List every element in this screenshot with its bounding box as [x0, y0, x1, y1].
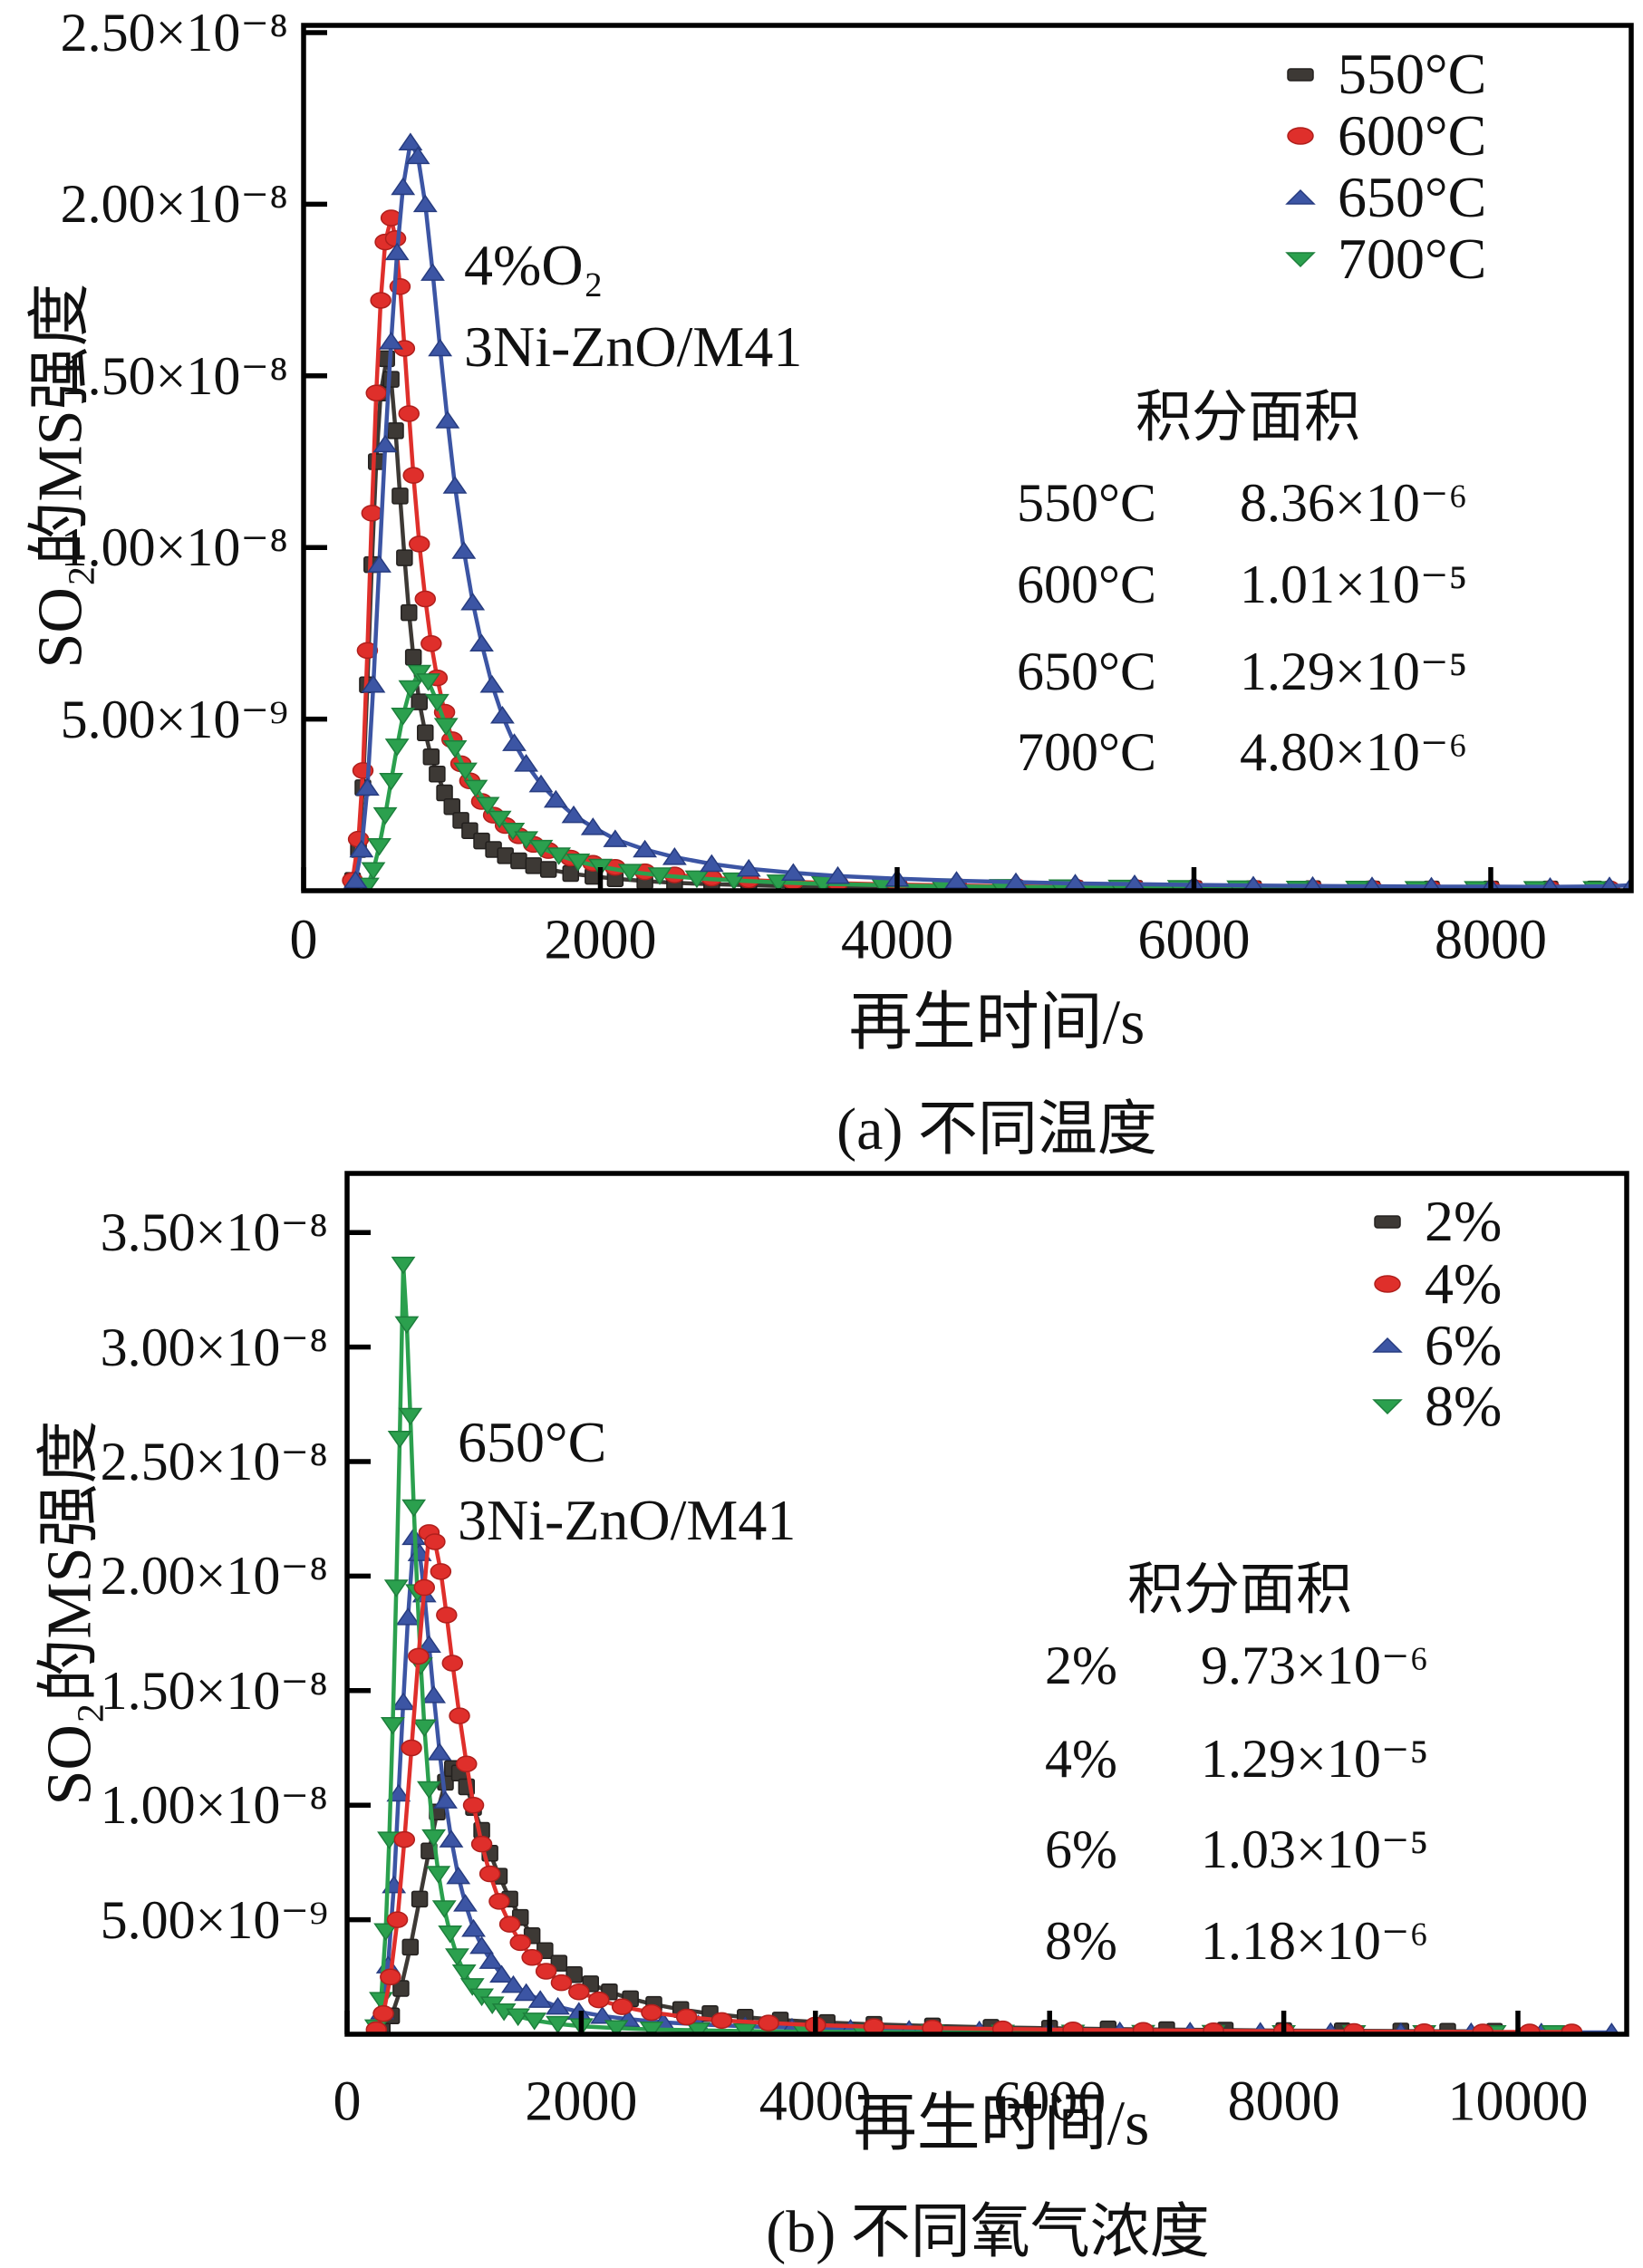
legend-item-600°C: 600°C — [1280, 102, 1486, 169]
chart-a-canvas — [301, 23, 1634, 893]
x-tick-label: 0 — [289, 909, 318, 971]
integral-table-row-label: 8% — [1045, 1911, 1117, 1971]
y-tick-label: 5.00×10⁻⁹ — [60, 689, 288, 749]
x-tick-label: 6000 — [1137, 909, 1251, 971]
chart-a-y-axis-title: SO₂的MS强度 — [25, 283, 96, 669]
y-tick-label: 3.00×10⁻⁸ — [100, 1317, 328, 1377]
x-tick-label: 4000 — [841, 909, 953, 971]
integral-table-row-value: 1.01×10⁻⁵ — [1240, 555, 1468, 614]
chart-b-series-area — [363, 1256, 1620, 2034]
chart-b-x-axis-title: 再生时间/s — [853, 2089, 1150, 2159]
integral-table-row-label: 4% — [1045, 1729, 1117, 1789]
integral-table-row: 8% 1.18×10⁻⁶ — [1045, 1909, 1428, 1973]
legend-item-2%: 2% — [1367, 1188, 1502, 1255]
x-tick-label: 0 — [333, 2070, 362, 2133]
chart-b-caption: (b) 不同氧气浓度 — [766, 2199, 1210, 2265]
legend-item-550°C: 550°C — [1280, 41, 1486, 108]
chart-a-integral-table-title: 积分面积 — [1135, 387, 1361, 449]
integral-table-row: 6% 1.03×10⁻⁵ — [1045, 1818, 1428, 1881]
y-tick-label: 1.00×10⁻⁸ — [60, 517, 288, 578]
integral-table-row-label: 700°C — [1017, 722, 1157, 782]
plot-frame — [301, 23, 1634, 893]
x-tick-label: 8000 — [1435, 909, 1547, 971]
integral-table-row-label: 650°C — [1017, 642, 1157, 701]
legend-label: 650°C — [1338, 165, 1487, 229]
integral-table-row-label: 2% — [1045, 1636, 1117, 1695]
legend-item-4%: 4% — [1367, 1250, 1502, 1317]
chart-a: SO₂的MS强度 4%O₂ 3Ni-ZnO/M41 积分面积 550°C 8.36… — [25, 3, 1634, 1163]
integral-table-row: 550°C 8.36×10⁻⁶ — [1017, 471, 1467, 535]
triangle-up-marker-icon — [1285, 188, 1316, 205]
x-tick-label: 2000 — [525, 2070, 638, 2133]
integral-table-row: 650°C 1.29×10⁻⁵ — [1017, 640, 1467, 703]
legend-label: 600°C — [1338, 103, 1487, 168]
integral-table-row: 4% 1.29×10⁻⁵ — [1045, 1727, 1428, 1790]
chart-a-annotation-line2: 3Ni-ZnO/M41 — [464, 314, 803, 379]
y-tick-label: 2.00×10⁻⁸ — [100, 1546, 328, 1607]
legend-label: 550°C — [1338, 42, 1487, 106]
x-tick-label: 8000 — [1227, 2070, 1340, 2133]
legend-item-700°C: 700°C — [1280, 226, 1486, 293]
chart-a-caption: (a) 不同温度 — [836, 1096, 1157, 1163]
legend-item-8%: 8% — [1367, 1373, 1502, 1440]
series-650°C — [343, 132, 1631, 891]
triangle-down-marker-icon — [1285, 252, 1316, 268]
chart-b-annotation-line2: 3Ni-ZnO/M41 — [458, 1488, 797, 1552]
x-tick-label: 2000 — [544, 909, 657, 971]
y-tick-label: 1.00×10⁻⁸ — [100, 1775, 328, 1836]
chart-b: SO₂的MS强度 650°C 3Ni-ZnO/M41 积分面积 2% 9.73×1… — [0, 1160, 1643, 2268]
y-tick-label: 1.50×10⁻⁸ — [60, 345, 288, 406]
y-tick-label: 1.50×10⁻⁸ — [100, 1660, 328, 1721]
y-tick-label: 3.50×10⁻⁸ — [100, 1202, 328, 1263]
integral-table-row-value: 1.29×10⁻⁵ — [1201, 1729, 1429, 1789]
y-tick-label: 2.00×10⁻⁸ — [60, 174, 288, 235]
integral-table-row: 600°C 1.01×10⁻⁵ — [1017, 553, 1467, 616]
series-4% — [365, 1524, 1583, 2034]
legend-label: 700°C — [1338, 227, 1487, 291]
x-tick-label: 6000 — [993, 2070, 1107, 2133]
chart-a-series-area — [342, 132, 1631, 891]
series-550°C — [343, 350, 1603, 891]
integral-table-row-label: 600°C — [1017, 555, 1157, 614]
chart-b-annotation-line1: 650°C — [458, 1410, 607, 1474]
square-marker-icon — [1287, 68, 1314, 82]
integral-table-row: 700°C 4.80×10⁻⁶ — [1017, 720, 1467, 784]
circle-marker-icon — [1287, 127, 1314, 145]
legend-label: 2% — [1425, 1189, 1503, 1253]
legend-label: 6% — [1425, 1313, 1503, 1377]
y-tick-label: 2.50×10⁻⁸ — [60, 3, 288, 63]
triangle-down-marker-icon — [1372, 1399, 1403, 1415]
legend-item-6%: 6% — [1367, 1312, 1502, 1379]
legend-label: 4% — [1425, 1251, 1503, 1316]
legend-label: 8% — [1425, 1374, 1503, 1438]
legend-item-650°C: 650°C — [1280, 164, 1486, 231]
integral-table-row-label: 550°C — [1017, 473, 1157, 533]
square-marker-icon — [1374, 1215, 1401, 1229]
triangle-up-marker-icon — [1372, 1337, 1403, 1353]
integral-table-row: 2% 9.73×10⁻⁶ — [1045, 1634, 1428, 1697]
plot-frame — [344, 1171, 1629, 2037]
circle-marker-icon — [1374, 1275, 1401, 1293]
integral-table-row-value: 4.80×10⁻⁶ — [1240, 722, 1468, 782]
integral-table-row-value: 1.03×10⁻⁵ — [1201, 1819, 1429, 1879]
y-tick-label: 2.50×10⁻⁸ — [100, 1432, 328, 1491]
x-tick-label: 10000 — [1447, 2070, 1589, 2133]
chart-b-integral-table-title: 积分面积 — [1126, 1559, 1353, 1621]
integral-table-row-value: 9.73×10⁻⁶ — [1201, 1636, 1429, 1695]
chart-a-annotation-line1: 4%O₂ — [464, 233, 604, 297]
integral-table-row-value: 8.36×10⁻⁶ — [1240, 473, 1468, 533]
chart-a-x-axis-title: 再生时间/s — [848, 988, 1145, 1058]
integral-table-row-value: 1.18×10⁻⁶ — [1201, 1911, 1429, 1971]
integral-table-row-label: 6% — [1045, 1819, 1117, 1879]
y-tick-label: 5.00×10⁻⁹ — [100, 1889, 328, 1950]
x-tick-label: 4000 — [759, 2070, 872, 2133]
integral-table-row-value: 1.29×10⁻⁵ — [1240, 642, 1468, 701]
chart-b-canvas — [344, 1171, 1629, 2037]
